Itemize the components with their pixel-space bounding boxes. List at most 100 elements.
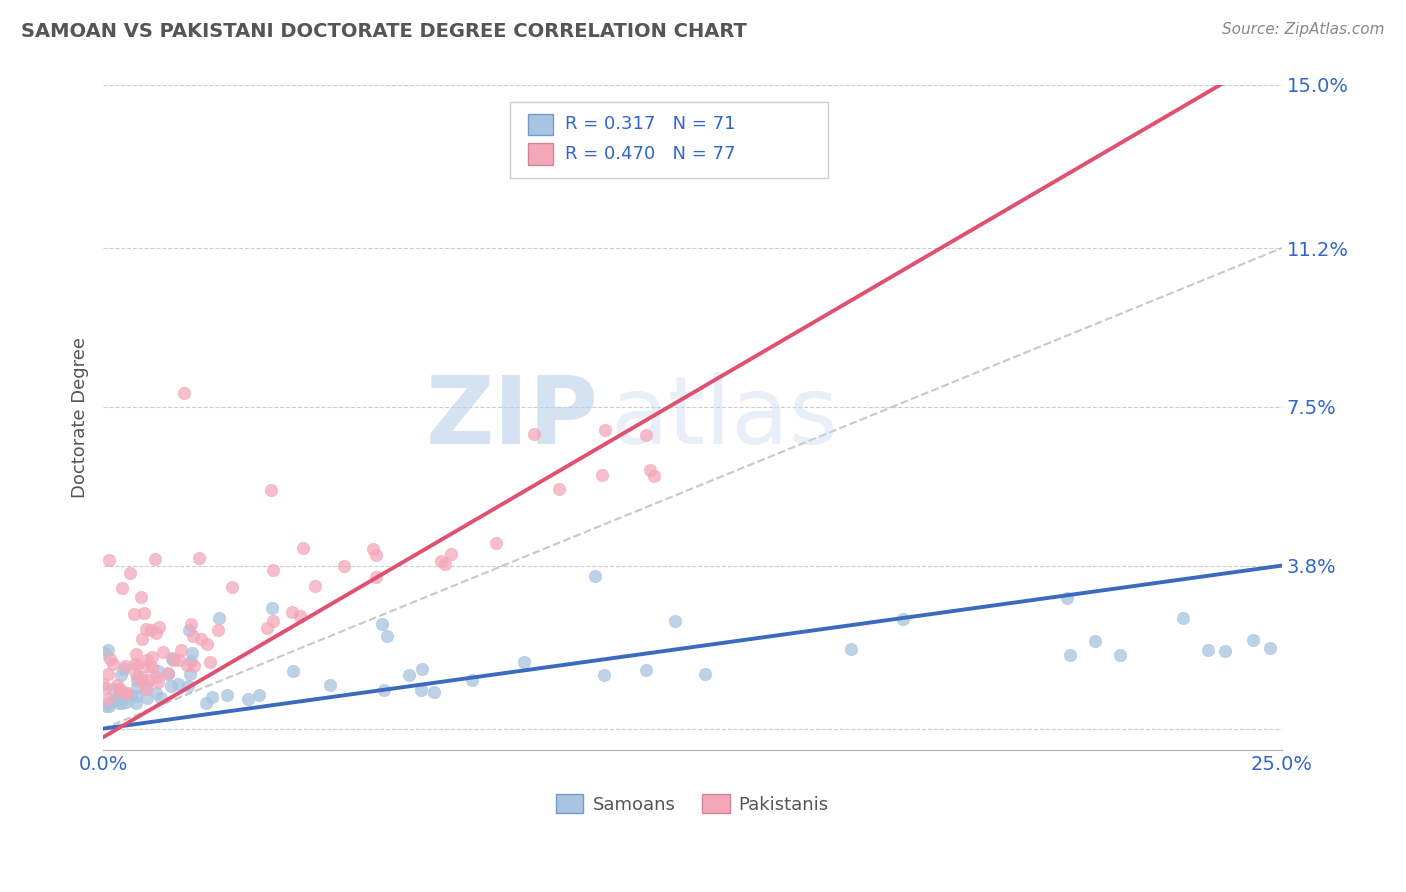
Point [217, 688, 239, 702]
Point [1056, 591, 1078, 606]
Point [364, 570, 387, 584]
Point [145, 551, 167, 566]
Point [180, 616, 202, 631]
Point [98, 651, 121, 665]
Point [179, 623, 201, 637]
Point [1084, 633, 1107, 648]
Point [256, 621, 278, 635]
Point [127, 673, 149, 687]
Point [97, 699, 120, 714]
Point [135, 653, 157, 667]
Point [333, 558, 356, 573]
Point [149, 691, 172, 706]
Point [430, 554, 453, 568]
Point [157, 666, 180, 681]
Point [194, 696, 217, 710]
Point [94, 646, 117, 660]
Point [139, 624, 162, 638]
Point [238, 692, 260, 706]
Point [183, 659, 205, 673]
Point [411, 662, 433, 676]
Point [247, 688, 270, 702]
Point [104, 693, 127, 707]
Point [111, 690, 134, 705]
Point [141, 649, 163, 664]
Text: ZIP: ZIP [426, 371, 598, 464]
Point [105, 678, 128, 692]
Point [593, 423, 616, 437]
Point [125, 658, 148, 673]
Point [695, 667, 717, 681]
Point [101, 681, 124, 696]
Point [461, 673, 484, 688]
Point [891, 612, 914, 626]
Point [145, 670, 167, 684]
Point [190, 632, 212, 646]
Point [118, 566, 141, 580]
Text: R = 0.470   N = 77: R = 0.470 N = 77 [565, 145, 735, 163]
Point [170, 642, 193, 657]
Point [179, 667, 201, 681]
Point [146, 675, 169, 690]
Point [148, 620, 170, 634]
Point [146, 665, 169, 679]
Point [281, 664, 304, 678]
Point [122, 607, 145, 621]
Point [512, 655, 534, 669]
Point [114, 658, 136, 673]
Point [112, 662, 135, 676]
Point [162, 653, 184, 667]
Point [1059, 648, 1081, 662]
Point [201, 690, 224, 705]
Point [135, 682, 157, 697]
Point [177, 679, 200, 693]
Point [111, 581, 134, 595]
Point [207, 624, 229, 638]
Point [136, 691, 159, 706]
Point [187, 551, 209, 566]
Point [141, 660, 163, 674]
Point [409, 683, 432, 698]
Point [583, 569, 606, 583]
Point [135, 622, 157, 636]
Point [152, 644, 174, 658]
Point [398, 668, 420, 682]
Point [111, 696, 134, 710]
Point [422, 684, 444, 698]
Point [136, 658, 159, 673]
Point [167, 653, 190, 667]
Text: Source: ZipAtlas.com: Source: ZipAtlas.com [1222, 22, 1385, 37]
Point [281, 605, 304, 619]
Point [181, 629, 204, 643]
Point [103, 657, 125, 671]
Point [129, 591, 152, 605]
Point [125, 667, 148, 681]
Point [120, 689, 142, 703]
Point [195, 637, 218, 651]
Point [97, 691, 120, 706]
Point [97, 667, 120, 681]
Point [208, 610, 231, 624]
Point [108, 697, 131, 711]
Point [97, 642, 120, 657]
Point [125, 647, 148, 661]
Y-axis label: Doctorate Degree: Doctorate Degree [72, 337, 89, 498]
Point [370, 616, 392, 631]
Point [364, 548, 387, 562]
Point [131, 632, 153, 646]
Point [127, 680, 149, 694]
Text: R = 0.317   N = 71: R = 0.317 N = 71 [565, 115, 735, 133]
Point [318, 678, 340, 692]
Point [548, 482, 571, 496]
Text: SAMOAN VS PAKISTANI DOCTORATE DEGREE CORRELATION CHART: SAMOAN VS PAKISTANI DOCTORATE DEGREE COR… [21, 22, 747, 41]
Point [373, 682, 395, 697]
Point [198, 655, 221, 669]
Point [260, 601, 283, 615]
Point [166, 677, 188, 691]
Point [173, 386, 195, 401]
Point [127, 670, 149, 684]
Point [291, 541, 314, 555]
Point [634, 428, 657, 442]
Point [115, 686, 138, 700]
Legend: Samoans, Pakistanis: Samoans, Pakistanis [550, 787, 837, 821]
